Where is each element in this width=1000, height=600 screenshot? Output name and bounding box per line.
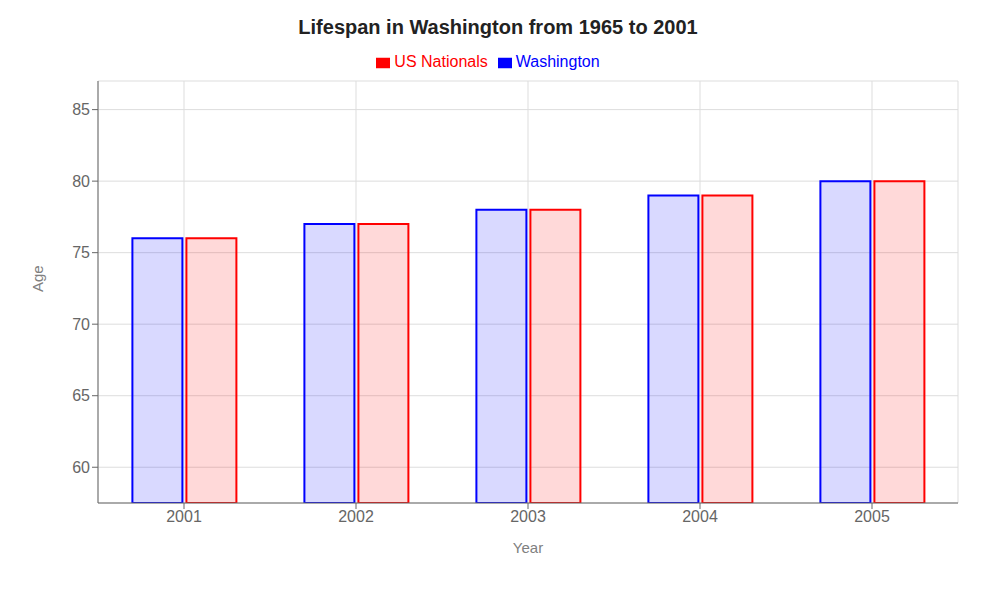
svg-text:80: 80 bbox=[72, 173, 90, 190]
html-text:Lifespan in Washington from 19: Lifespan in Washington from 1965 to 2001 bbox=[298, 16, 698, 38]
svg-text:60: 60 bbox=[72, 459, 90, 476]
svg-text:Year: Year bbox=[513, 539, 543, 556]
svg-text:70: 70 bbox=[72, 316, 90, 333]
svg-text:2002: 2002 bbox=[338, 508, 374, 525]
svg-text:65: 65 bbox=[72, 387, 90, 404]
svg-text:2003: 2003 bbox=[510, 508, 546, 525]
html-text:US Nationals: US Nationals bbox=[394, 53, 488, 70]
svg-text:85: 85 bbox=[72, 101, 90, 118]
svg-text:75: 75 bbox=[72, 244, 90, 261]
svg-text:2005: 2005 bbox=[854, 508, 890, 525]
svg-text:Age: Age bbox=[29, 265, 46, 292]
svg-text:2001: 2001 bbox=[166, 508, 202, 525]
html-text:Washington: Washington bbox=[515, 53, 600, 70]
svg-text:2004: 2004 bbox=[682, 508, 718, 525]
